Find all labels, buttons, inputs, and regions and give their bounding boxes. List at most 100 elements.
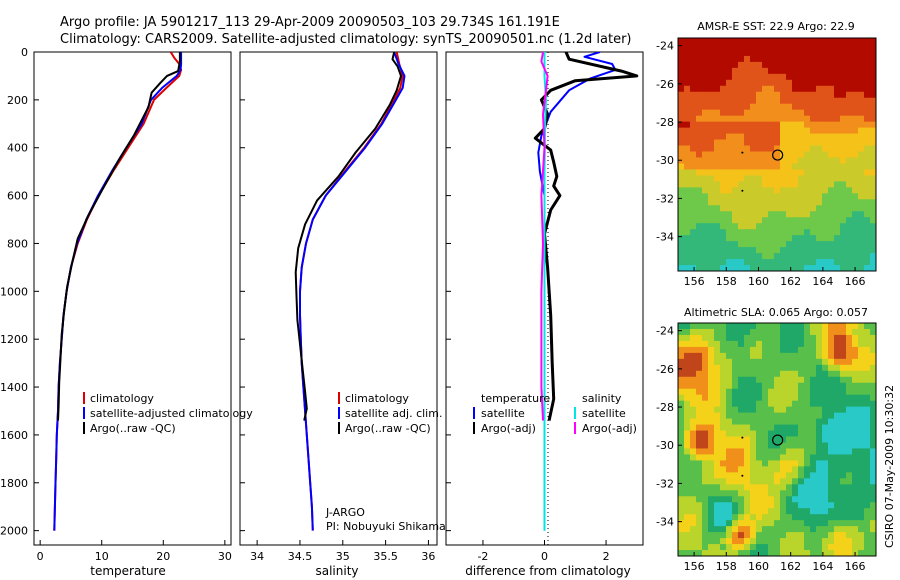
map-cell bbox=[834, 436, 841, 443]
map-cell bbox=[720, 79, 727, 87]
map-cell bbox=[786, 526, 793, 533]
legend-header-temperature: temperature bbox=[481, 392, 550, 405]
map-cell bbox=[768, 376, 775, 384]
map-cell bbox=[864, 550, 871, 557]
map-cell bbox=[744, 532, 751, 539]
map-cell bbox=[846, 253, 853, 260]
map-cell bbox=[702, 526, 709, 533]
map-cell bbox=[864, 514, 871, 521]
map-cell bbox=[768, 109, 775, 117]
map-cell bbox=[720, 109, 727, 117]
map-cell bbox=[720, 103, 727, 111]
map-cell bbox=[852, 323, 859, 330]
map-cell bbox=[768, 67, 775, 75]
map-cell bbox=[786, 394, 793, 402]
map-cell bbox=[702, 127, 709, 134]
map-cell bbox=[678, 229, 685, 236]
map-cell bbox=[858, 163, 865, 170]
map-cell bbox=[864, 265, 871, 272]
map-cell bbox=[744, 151, 751, 158]
map-cell bbox=[840, 211, 847, 218]
difference-axis-label: difference from climatology bbox=[465, 564, 631, 578]
map-cell bbox=[702, 193, 709, 200]
map-cell bbox=[750, 394, 757, 402]
map-cell bbox=[780, 538, 787, 545]
map-cell bbox=[690, 472, 697, 479]
map-cell bbox=[744, 79, 751, 87]
map-cell bbox=[834, 55, 841, 63]
map-cell bbox=[720, 205, 727, 212]
map-cell bbox=[804, 61, 811, 69]
map-cell bbox=[828, 418, 835, 425]
map-cell bbox=[828, 526, 835, 533]
map-cell bbox=[738, 91, 745, 99]
map-cell bbox=[708, 169, 715, 176]
map-cell bbox=[846, 259, 853, 266]
map-cell bbox=[726, 502, 733, 509]
map-cell bbox=[816, 85, 823, 93]
map-cell bbox=[744, 508, 751, 515]
map-cell bbox=[678, 460, 685, 467]
map-cell bbox=[702, 181, 709, 188]
map-cell bbox=[786, 241, 793, 248]
map-cell bbox=[846, 328, 853, 336]
map-cell bbox=[750, 364, 757, 372]
map-cell bbox=[738, 478, 745, 485]
map-cell bbox=[696, 442, 703, 449]
map-cell bbox=[774, 550, 781, 557]
map-cell bbox=[690, 145, 697, 152]
map-cell bbox=[840, 370, 847, 378]
map-cell bbox=[822, 181, 829, 188]
map-cell bbox=[780, 496, 787, 503]
map-cell bbox=[840, 133, 847, 140]
map-cell bbox=[714, 163, 721, 170]
map-cell bbox=[732, 442, 739, 449]
map-cell bbox=[708, 187, 715, 194]
map-cell bbox=[768, 418, 775, 425]
map-cell bbox=[696, 91, 703, 99]
map-cell bbox=[762, 323, 769, 330]
map-cell bbox=[774, 532, 781, 539]
map-cell bbox=[768, 340, 775, 348]
map-cell bbox=[816, 175, 823, 182]
map-cell bbox=[744, 352, 751, 360]
map-cell bbox=[864, 364, 871, 372]
map-cell bbox=[846, 376, 853, 384]
map-cell bbox=[744, 328, 751, 336]
map-cell bbox=[822, 472, 829, 479]
map-cell bbox=[708, 139, 715, 146]
map-cell bbox=[870, 109, 877, 117]
map-cell bbox=[840, 121, 847, 129]
map-cell bbox=[696, 412, 703, 419]
map-cell bbox=[714, 400, 721, 408]
map-cell bbox=[750, 484, 757, 491]
map-cell bbox=[798, 211, 805, 218]
map-cell bbox=[720, 400, 727, 408]
map-y-tick-label: -32 bbox=[656, 192, 674, 205]
map-cell bbox=[852, 328, 859, 336]
map-cell bbox=[708, 484, 715, 491]
map-cell bbox=[792, 424, 799, 431]
map-cell bbox=[762, 187, 769, 194]
map-cell bbox=[684, 376, 691, 384]
map-cell bbox=[750, 253, 757, 260]
map-cell bbox=[810, 382, 817, 390]
map-cell bbox=[732, 532, 739, 539]
map-cell bbox=[870, 323, 877, 330]
map-cell bbox=[702, 85, 709, 93]
map-cell bbox=[792, 79, 799, 87]
map-cell bbox=[690, 508, 697, 515]
map-cell bbox=[744, 181, 751, 188]
map-y-tick-label: -30 bbox=[656, 154, 674, 167]
map-cell bbox=[816, 334, 823, 342]
map-cell bbox=[720, 478, 727, 485]
map-cell bbox=[852, 544, 859, 551]
legend-label-temp-argo: Argo(-adj) bbox=[481, 422, 536, 435]
map-cell bbox=[756, 73, 763, 81]
map-cell bbox=[792, 163, 799, 170]
map-cell bbox=[690, 127, 697, 134]
map-cell bbox=[846, 97, 853, 105]
map-cell bbox=[798, 460, 805, 467]
map-cell bbox=[864, 454, 871, 461]
map-cell bbox=[714, 526, 721, 533]
